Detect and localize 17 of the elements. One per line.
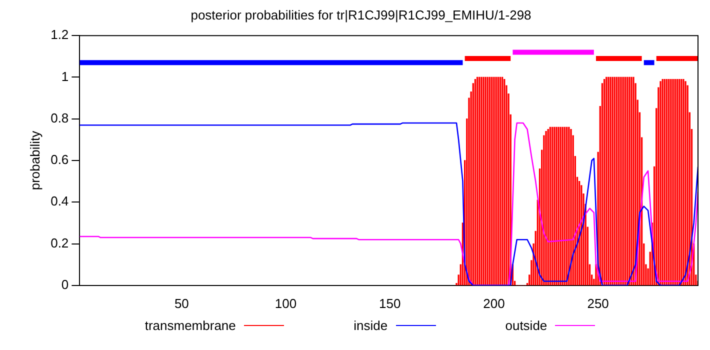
chart-title: posterior probabilities for tr|R1CJ99|R1CJ99_EMIHU/1-298 xyxy=(190,7,532,22)
x-tick-label: 200 xyxy=(483,296,505,311)
legend-label: outside xyxy=(505,318,548,333)
x-tick-label: 50 xyxy=(174,296,189,311)
legend-label: transmembrane xyxy=(144,318,236,333)
y-tick-label: 0.6 xyxy=(50,152,69,168)
legend-label: inside xyxy=(354,318,388,333)
y-tick-label: 0 xyxy=(61,276,69,292)
y-tick-label: 1 xyxy=(61,68,69,84)
y-tick-label: 1.2 xyxy=(50,27,69,42)
y-axis-title: probability xyxy=(27,130,42,190)
x-tick-label: 250 xyxy=(587,296,609,311)
y-tick-label: 0.2 xyxy=(50,235,69,250)
x-tick-label: 100 xyxy=(274,296,297,311)
y-tick-label: 0.4 xyxy=(50,194,69,209)
y-tick-label: 0.8 xyxy=(50,110,69,126)
x-tick-label: 150 xyxy=(379,296,401,311)
